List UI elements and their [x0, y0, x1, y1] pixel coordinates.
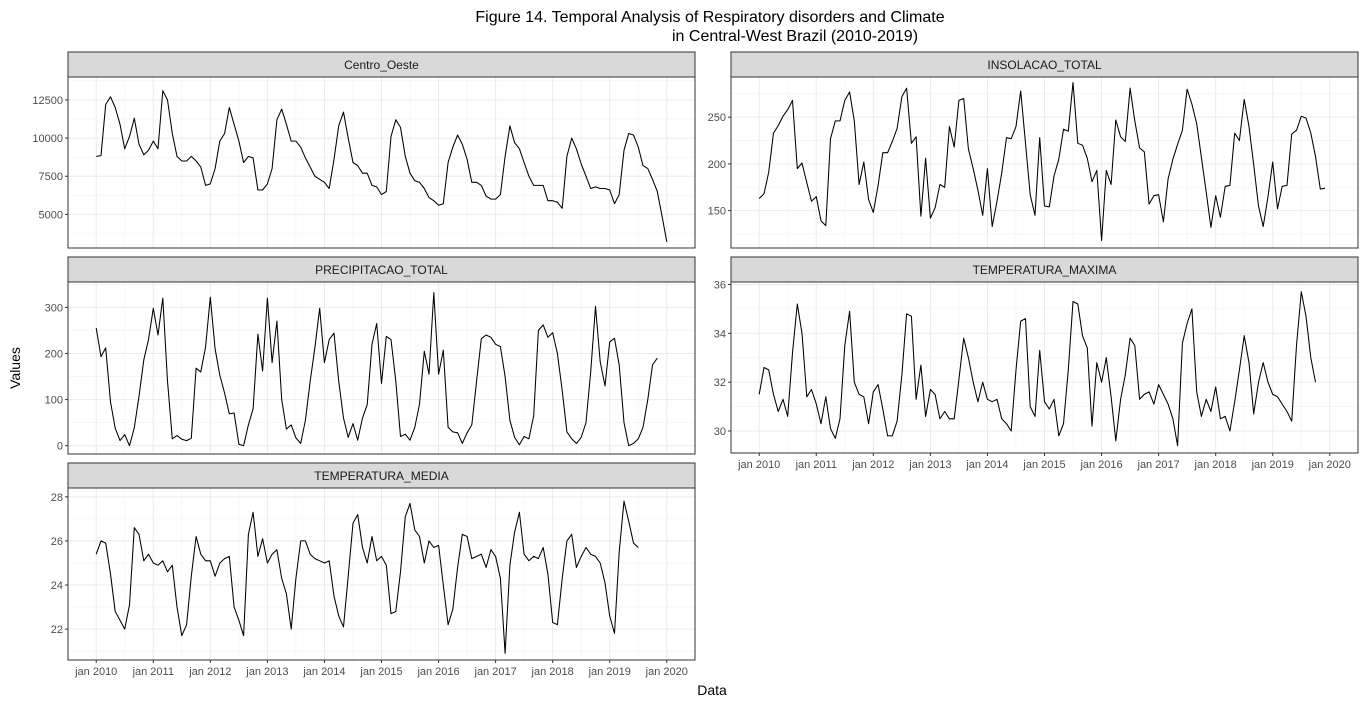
panel-strip-label: PRECIPITACAO_TOTAL — [315, 263, 448, 277]
panel-strip-label: Centro_Oeste — [344, 58, 419, 72]
panel-border — [67, 76, 696, 249]
x-tick-label: jan 2020 — [645, 666, 688, 678]
panel-strip-label: TEMPERATURA_MAXIMA — [973, 263, 1117, 277]
panel-strip — [730, 51, 1359, 78]
y-tick-label: 30 — [714, 426, 726, 438]
series-line — [95, 500, 639, 654]
y-tick-label: 22 — [51, 624, 63, 636]
series-line — [96, 90, 668, 242]
y-tick-label: 5000 — [39, 209, 63, 221]
panel-strip — [730, 256, 1359, 283]
x-tick-label: jan 2019 — [588, 666, 631, 678]
chart-title-line-1: Figure 14. Temporal Analysis of Respirat… — [475, 9, 944, 26]
x-tick-label: jan 2013 — [908, 459, 951, 471]
x-tick-label: jan 2019 — [1251, 459, 1294, 471]
y-tick-label: 26 — [51, 536, 63, 548]
panel-centro-oeste: Centro_Oeste 5000 7500 10000 12500 — [32, 51, 696, 249]
series-line — [95, 292, 658, 447]
y-tick-label: 0 — [57, 441, 63, 453]
panel-strip-label: TEMPERATURA_MEDIA — [314, 469, 448, 483]
y-tick-label: 200 — [708, 159, 726, 171]
y-tick-label: 28 — [51, 492, 63, 504]
panel-temperatura-media: TEMPERATURA_MEDIA 22 24 26 28 jan 2010 jan 201… — [51, 462, 696, 678]
x-tick-label: jan 2016 — [1079, 459, 1122, 471]
x-tick-label: jan 2010 — [737, 459, 780, 471]
panel-strip — [67, 256, 696, 283]
y-tick-label: 200 — [45, 348, 63, 360]
y-tick-label: 12500 — [32, 95, 63, 107]
panel-strip-label: INSOLACAO_TOTAL — [987, 58, 1102, 72]
x-tick-label: jan 2020 — [1308, 459, 1351, 471]
x-tick-label: jan 2011 — [795, 459, 837, 471]
x-tick-label: jan 2017 — [474, 666, 517, 678]
y-tick-label: 250 — [708, 112, 726, 124]
panel-temperatura-maxima: TEMPERATURA_MAXIMA 30 32 34 36 jan 2010 jan 20… — [714, 256, 1359, 471]
y-tick-label: 34 — [714, 328, 726, 340]
y-tick-label: 10000 — [32, 133, 63, 145]
y-tick-label: 100 — [45, 395, 63, 407]
panel-insolacao-total: INSOLACAO_TOTAL 150 200 250 — [708, 51, 1359, 249]
x-tick-label: jan 2013 — [245, 666, 288, 678]
x-tick-label: jan 2015 — [359, 666, 402, 678]
x-tick-label: jan 2011 — [132, 666, 174, 678]
y-tick-label: 36 — [714, 279, 726, 291]
y-tick-label: 150 — [708, 206, 726, 218]
panel-strip — [67, 462, 696, 489]
chart-title-line-2: in Central-West Brazil (2010-2019) — [672, 28, 918, 45]
series-line — [758, 291, 1317, 447]
x-tick-label: jan 2018 — [1194, 459, 1237, 471]
series-line — [758, 82, 1326, 242]
facet-panels: Centro_Oeste 5000 7500 10000 12500 INSOLACAO_… — [32, 51, 1359, 678]
y-tick-label: 300 — [45, 302, 63, 314]
x-tick-label: jan 2012 — [851, 459, 894, 471]
x-tick-label: jan 2014 — [965, 459, 1008, 471]
x-tick-label: jan 2017 — [1137, 459, 1180, 471]
x-tick-label: jan 2015 — [1022, 459, 1065, 471]
panel-border — [67, 281, 696, 455]
x-tick-label: jan 2014 — [302, 666, 345, 678]
panel-border — [730, 76, 1359, 249]
x-tick-label: jan 2016 — [416, 666, 459, 678]
y-tick-label: 24 — [51, 580, 63, 592]
panel-precipitacao-total: PRECIPITACAO_TOTAL 0 100 200 300 — [45, 256, 696, 455]
y-tick-label: 32 — [714, 377, 726, 389]
panel-strip — [67, 51, 696, 78]
y-tick-label: 7500 — [39, 171, 63, 183]
x-tick-label: jan 2012 — [188, 666, 231, 678]
x-tick-label: jan 2010 — [74, 666, 117, 678]
x-axis-title: Data — [697, 682, 727, 698]
y-axis-title: Values — [7, 347, 23, 389]
x-tick-label: jan 2018 — [531, 666, 574, 678]
